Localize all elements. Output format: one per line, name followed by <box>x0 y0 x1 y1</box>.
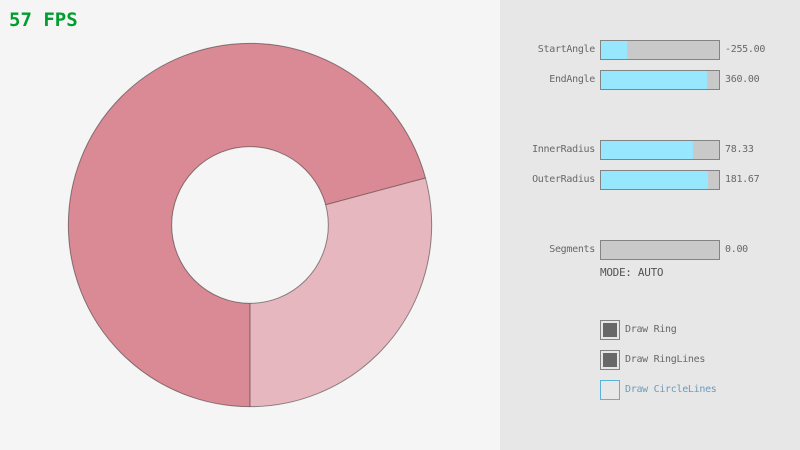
innerradius-slider-row: InnerRadius 78.33 <box>500 140 800 160</box>
ring-overlap-segment <box>68 43 426 407</box>
draw-ring-row: Draw Ring <box>600 320 800 340</box>
draw-circlelines-checkbox[interactable] <box>600 380 620 400</box>
outerradius-value: 181.67 <box>725 174 760 185</box>
endangle-slider-row: EndAngle 360.00 <box>500 70 800 90</box>
ring-start-line <box>325 177 426 206</box>
ring-inner-outline <box>171 146 329 304</box>
draw-ringlines-checkbox[interactable] <box>600 350 620 370</box>
checkbox-fill-icon <box>603 323 617 337</box>
ring-canvas <box>67 42 433 408</box>
slider-fill <box>601 171 708 189</box>
segments-value: 0.00 <box>725 244 748 255</box>
segments-slider-row: Segments 0.00 <box>500 240 800 260</box>
outerradius-slider-row: OuterRadius 181.67 <box>500 170 800 190</box>
mode-indicator: MODE: AUTO <box>600 266 664 279</box>
endangle-value: 360.00 <box>725 74 760 85</box>
slider-fill <box>601 141 693 159</box>
startangle-slider-row: StartAngle -255.00 <box>500 40 800 60</box>
outerradius-label: OuterRadius <box>532 174 595 185</box>
controls-panel: StartAngle -255.00 EndAngle 360.00 Inner… <box>500 0 800 450</box>
startangle-slider[interactable] <box>600 40 720 60</box>
draw-ringlines-row: Draw RingLines <box>600 350 800 370</box>
innerradius-value: 78.33 <box>725 144 754 155</box>
endangle-label: EndAngle <box>549 74 595 85</box>
ring-single-segment <box>250 177 432 407</box>
draw-ringlines-label: Draw RingLines <box>625 354 706 365</box>
innerradius-slider[interactable] <box>600 140 720 160</box>
draw-circlelines-label: Draw CircleLines <box>625 384 717 395</box>
fps-counter: 57 FPS <box>9 9 78 31</box>
slider-fill <box>601 41 627 59</box>
draw-circlelines-row: Draw CircleLines <box>600 380 800 400</box>
startangle-value: -255.00 <box>725 44 766 55</box>
startangle-label: StartAngle <box>537 44 596 55</box>
ring-outer-outline <box>67 42 433 408</box>
checkbox-fill-icon <box>603 353 617 367</box>
innerradius-label: InnerRadius <box>532 144 595 155</box>
segments-label: Segments <box>549 244 595 255</box>
draw-ring-checkbox[interactable] <box>600 320 620 340</box>
segments-slider[interactable] <box>600 240 720 260</box>
outerradius-slider[interactable] <box>600 170 720 190</box>
slider-fill <box>601 71 707 89</box>
endangle-slider[interactable] <box>600 70 720 90</box>
draw-ring-label: Draw Ring <box>625 324 677 335</box>
